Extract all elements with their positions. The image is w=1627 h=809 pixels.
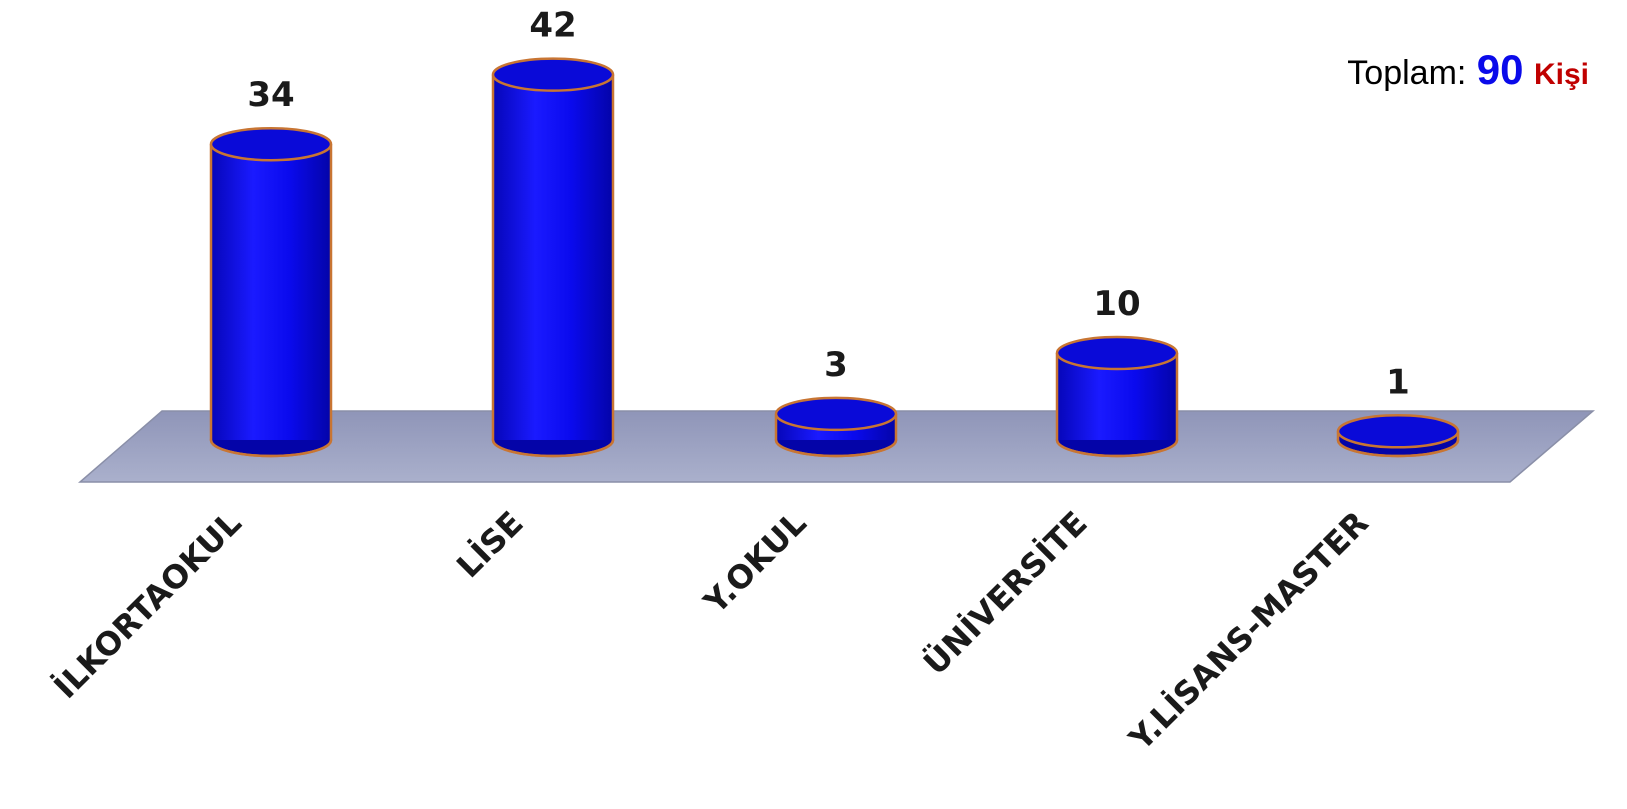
bar-5 — [1336, 414, 1460, 458]
bar-3 — [774, 396, 898, 458]
value-label-3: 3 — [824, 345, 848, 385]
bar-4 — [1055, 335, 1179, 458]
bar-1 — [209, 126, 333, 458]
total-label: Toplam: — [1347, 54, 1467, 92]
category-label-1: İLKORTAOKUL — [46, 504, 248, 706]
category-label-3: Y.OKUL — [696, 504, 814, 622]
category-labels: İLKORTAOKUL LİSE Y.OKUL ÜNİVERSİTE Y.LİSANS-… — [46, 504, 1375, 759]
total-summary: Toplam: 90 Kişi — [1347, 46, 1589, 94]
category-label-5: Y.LİSANS-MASTER — [1121, 504, 1376, 759]
bar-series — [209, 57, 1460, 458]
value-labels: 34 42 3 10 1 — [247, 6, 1410, 403]
value-label-1: 34 — [247, 75, 294, 115]
total-unit: Kişi — [1533, 58, 1589, 91]
total-number: 90 — [1476, 46, 1524, 93]
bar-2 — [491, 57, 615, 458]
category-label-2: LİSE — [449, 504, 530, 585]
value-label-5: 1 — [1386, 362, 1410, 402]
value-label-4: 10 — [1093, 284, 1140, 324]
category-label-4: ÜNİVERSİTE — [916, 504, 1095, 683]
value-label-2: 42 — [529, 6, 576, 46]
